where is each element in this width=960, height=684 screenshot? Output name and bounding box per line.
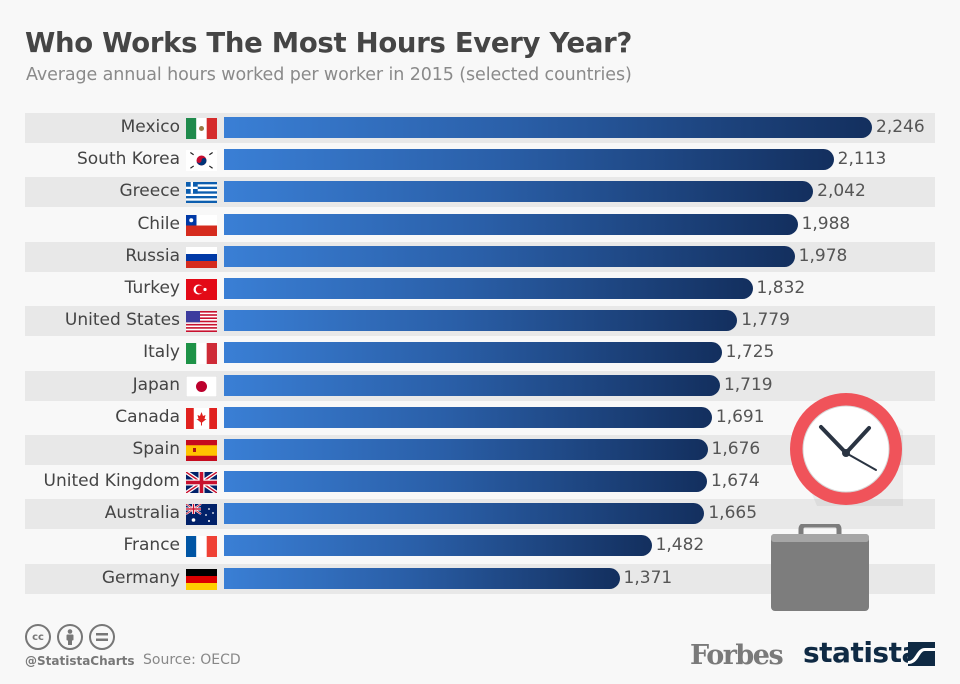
value-label: 1,832 [756,277,806,298]
country-label: Canada [115,406,180,427]
value-label: 1,725 [725,342,775,363]
chart-row: France 1,482 [25,530,935,562]
bar[interactable] [224,277,753,299]
spain-flag-icon [186,439,217,461]
chart-title: Who Works The Most Hours Every Year? [25,27,633,59]
country-label: South Korea [76,149,180,170]
country-label: Mexico [120,117,180,137]
country-label: Russia [125,245,180,266]
usa-flag-icon [186,311,217,333]
value-label: 1,676 [711,438,761,459]
value-label: 1,482 [655,535,705,556]
clock-icon [790,393,903,506]
bar[interactable] [224,471,707,493]
germany-flag-icon [186,568,217,590]
value-label: 1,371 [623,567,673,588]
bar[interactable] [224,535,652,557]
chart-row: Russia 1,978 [25,241,935,273]
russia-flag-icon [186,246,217,268]
bar[interactable] [224,245,795,267]
country-label: Spain [132,438,181,459]
chart-row: Turkey 1,832 [25,273,935,305]
bar-chart: Mexico 2,246 South Korea 2,113 Greece 2,042 Ch… [25,112,935,595]
bar[interactable] [224,117,872,138]
chart-subtitle: Average annual hours worked per worker i… [26,65,632,85]
mexico-flag-icon [186,118,217,139]
chart-row: Japan 1,719 [25,370,935,402]
bar[interactable] [224,213,798,235]
chart-row: Spain 1,676 [25,434,935,466]
bar[interactable] [224,310,738,332]
country-label: Greece [119,181,180,202]
canada-flag-icon [186,407,217,429]
bar[interactable] [224,149,834,171]
country-label: Chile [137,213,180,234]
bar[interactable] [224,181,814,203]
bar[interactable] [224,567,620,589]
chart-row: Chile 1,988 [25,209,935,241]
value-label: 1,719 [723,374,773,395]
chart-row: Australia 1,665 [25,498,935,530]
attribution-icon[interactable] [57,624,83,650]
chart-row: Greece 2,042 [25,176,935,208]
source-note: Source: OECD [143,652,241,668]
chart-row: Italy 1,725 [25,337,935,369]
value-label: 1,978 [798,245,848,266]
no-derivatives-icon[interactable] [89,624,115,650]
bar[interactable] [224,342,722,364]
country-label: Australia [104,503,180,524]
chart-row: United States 1,779 [25,305,935,337]
country-label: United Kingdom [43,471,180,492]
chart-row: United Kingdom 1,674 [25,466,935,498]
turkey-flag-icon [186,278,217,300]
chart-row: Mexico 2,246 [25,112,935,144]
value-label: 1,665 [708,503,758,524]
statista-charts-handle[interactable]: @StatistaCharts [25,654,135,668]
country-label: Italy [143,342,180,363]
chile-flag-icon [186,214,217,236]
bar[interactable] [224,374,720,396]
value-label: 1,779 [741,310,790,331]
bar[interactable] [224,406,712,428]
australia-flag-icon [186,504,217,526]
bar[interactable] [224,438,708,460]
country-label: France [123,535,180,556]
value-label: 2,042 [817,181,866,202]
chart-row: Canada 1,691 [25,402,935,434]
value-label: 1,988 [801,213,851,234]
value-label: 2,113 [837,149,887,170]
bar[interactable] [224,503,705,525]
cc-icon[interactable]: cc [25,624,51,650]
country-label: Germany [101,567,180,588]
country-label: Turkey [124,277,180,298]
statista-logo-mark-icon [908,642,935,666]
uk-flag-icon [186,472,217,494]
south-korea-flag-icon [186,150,217,172]
country-label: Japan [132,374,180,395]
value-label: 1,674 [710,471,760,492]
briefcase-icon [771,524,869,611]
chart-row: South Korea 2,113 [25,144,935,176]
greece-flag-icon [186,182,217,204]
license-icons: cc [25,624,115,650]
italy-flag-icon [186,343,217,365]
value-label: 1,691 [715,406,765,427]
country-label: United States [64,310,180,331]
forbes-logo[interactable]: Forbes [690,640,784,671]
value-label: 2,246 [876,117,925,137]
japan-flag-icon [186,375,217,397]
france-flag-icon [186,536,217,558]
statista-logo[interactable]: statista [803,636,920,669]
